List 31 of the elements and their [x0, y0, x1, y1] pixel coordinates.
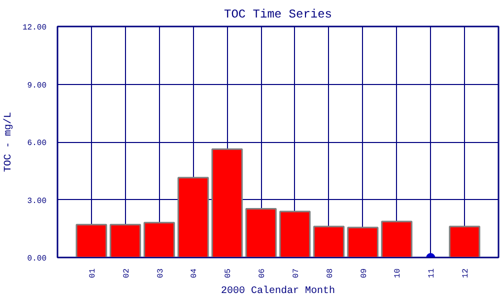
x-tick-label: 07 — [292, 268, 301, 278]
y-tick-label: 3.00 — [27, 196, 47, 206]
x-tick-label: 06 — [258, 268, 268, 278]
chart-title: TOC Time Series — [224, 8, 332, 22]
x-tick-label: 03 — [156, 268, 166, 278]
bar — [381, 220, 412, 258]
x-tick-label: 10 — [394, 268, 403, 278]
x-tick-label: 11 — [428, 268, 437, 278]
bar — [76, 224, 108, 258]
x-tick-label: 04 — [190, 268, 200, 278]
bar — [211, 148, 243, 258]
bar — [448, 226, 480, 258]
x-tick-label: 08 — [326, 268, 335, 278]
x-tick-label: 09 — [360, 268, 369, 278]
x-tick-label: 05 — [224, 268, 234, 278]
bar — [279, 210, 311, 258]
y-tick-label: 6.00 — [27, 139, 47, 148]
y-axis-title: TOC - mg/L — [2, 112, 14, 172]
bar — [110, 224, 142, 258]
bar — [245, 208, 277, 258]
x-axis-title: 2000 Calendar Month — [220, 285, 336, 298]
y-tick-label: 0.00 — [27, 254, 47, 264]
x-tick-label: 02 — [122, 268, 132, 278]
bar — [347, 226, 378, 258]
x-tick-label: 12 — [462, 268, 471, 278]
y-tick-label: 12.00 — [22, 24, 47, 32]
bar — [313, 226, 345, 258]
bar — [144, 222, 175, 258]
x-tick-label: 01 — [88, 268, 98, 278]
bar — [178, 176, 209, 258]
y-tick-label: 9.00 — [27, 81, 47, 90]
